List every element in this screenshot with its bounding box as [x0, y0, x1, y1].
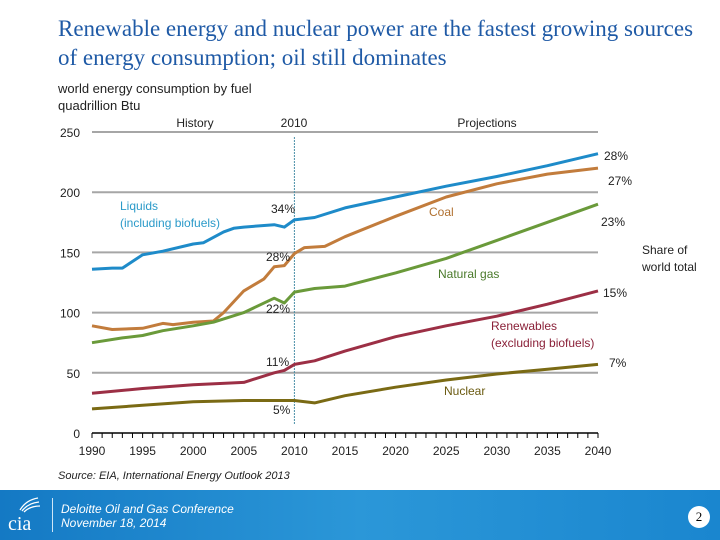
y-tick-label: 100 — [60, 307, 80, 321]
source-note: Source: EIA, International Energy Outloo… — [58, 470, 290, 482]
x-tick-label: 2035 — [534, 444, 561, 458]
x-tick-label: 2040 — [585, 444, 612, 458]
share-2040-label: 27% — [608, 174, 632, 188]
footer-banner: cia Deloitte Oil and Gas Conference Nove… — [0, 490, 720, 540]
series-label: Coal — [429, 205, 454, 219]
x-tick-label: 1995 — [129, 444, 156, 458]
series-line-0 — [91, 152, 599, 271]
x-tick-label: 2005 — [230, 444, 257, 458]
page-number: 2 — [688, 506, 710, 528]
footer-divider — [52, 498, 53, 532]
subtitle-line1: world energy consumption by fuel — [58, 81, 252, 96]
share-2010-label: 5% — [273, 403, 291, 417]
divider-year-label: 2010 — [281, 116, 308, 130]
share-2040-label: 23% — [601, 215, 625, 229]
series-label: Liquids — [120, 199, 158, 213]
series-line-3 — [91, 289, 599, 395]
share-2040-label: 15% — [603, 286, 627, 300]
history-label: History — [176, 116, 213, 130]
series-label: (including biofuels) — [120, 216, 220, 230]
share-2010-label: 22% — [266, 302, 290, 316]
series-line-2 — [91, 202, 599, 345]
share-2040-label: 28% — [604, 149, 628, 163]
chart-subtitle: world energy consumption by fuel quadril… — [58, 80, 252, 114]
series-line-1 — [91, 166, 599, 331]
share-header: Share of world total — [641, 243, 697, 274]
series-line-4 — [91, 362, 599, 411]
conference-info: Deloitte Oil and Gas Conference November… — [61, 502, 234, 530]
y-unit-label: quadrillion Btu — [58, 98, 141, 113]
x-tick-label: 2015 — [332, 444, 359, 458]
conference-name: Deloitte Oil and Gas Conference — [61, 502, 234, 516]
y-tick-label: 250 — [60, 126, 80, 140]
series-label: (excluding biofuels) — [491, 336, 594, 350]
share-2010-label: 28% — [266, 250, 290, 264]
conference-date: November 18, 2014 — [61, 516, 167, 530]
share-2040-label: 7% — [609, 356, 627, 370]
slide-title: Renewable energy and nuclear power are t… — [58, 16, 694, 70]
y-tick-label: 150 — [60, 246, 80, 260]
x-tick-label: 2025 — [433, 444, 460, 458]
svg-text:cia: cia — [8, 513, 31, 534]
y-tick-label: 200 — [60, 186, 80, 200]
x-tick-label: 2000 — [180, 444, 207, 458]
x-tick-label: 2010 — [281, 444, 308, 458]
share-2010-label: 34% — [271, 202, 295, 216]
line-chart: 0 50 100 150 200 250 1990 1995 2000 2005 2010 2015 2… — [60, 116, 697, 458]
x-tick-label: 1990 — [79, 444, 106, 458]
share-2010-label: 11% — [266, 355, 289, 369]
x-tick-label: 2030 — [483, 444, 510, 458]
eia-logo: cia — [6, 494, 46, 535]
series-label: Nuclear — [444, 384, 485, 398]
projections-label: Projections — [457, 116, 516, 130]
y-tick-label: 50 — [67, 367, 81, 381]
y-tick-label: 0 — [73, 427, 80, 441]
series-label: Renewables — [491, 319, 557, 333]
series-label: Natural gas — [438, 267, 499, 281]
x-tick-label: 2020 — [382, 444, 409, 458]
